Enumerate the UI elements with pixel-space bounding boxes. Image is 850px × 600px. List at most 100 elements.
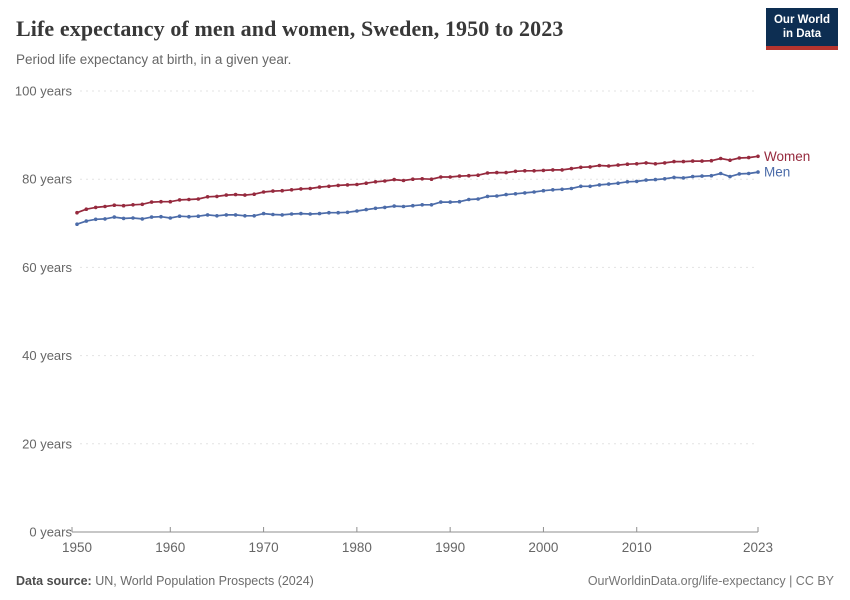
men-point-1950 [75, 222, 79, 226]
men-point-2004 [579, 184, 583, 189]
women-series-label: Women [764, 149, 810, 164]
women-point-1988 [429, 177, 434, 181]
men-point-2015 [681, 176, 686, 180]
men-series-label: Men [764, 165, 790, 180]
men-point-1981 [364, 207, 369, 212]
women-point-2023 [756, 154, 760, 159]
x-tick-label-2000: 2000 [528, 540, 558, 555]
men-point-1962 [187, 214, 191, 219]
men-point-2017 [700, 174, 704, 178]
men-point-2020 [728, 174, 732, 179]
men-point-2014 [672, 175, 676, 180]
women-point-2014 [672, 159, 676, 164]
women-point-2008 [616, 163, 620, 167]
women-point-2006 [597, 163, 602, 168]
men-point-2018 [709, 173, 714, 178]
men-point-1983 [383, 205, 387, 210]
men-point-1986 [411, 203, 415, 208]
women-point-1961 [177, 198, 182, 202]
women-point-1976 [317, 185, 322, 189]
women-point-2018 [709, 158, 714, 163]
women-point-1977 [327, 184, 331, 189]
men-point-1969 [252, 214, 256, 218]
men-point-1979 [345, 210, 350, 215]
women-point-1983 [383, 179, 387, 183]
men-point-1998 [523, 191, 527, 195]
y-tick-label-40: 40 years [22, 348, 72, 363]
men-point-1977 [327, 210, 331, 215]
men-point-1954 [112, 215, 117, 219]
women-point-1991 [457, 174, 462, 178]
men-point-2006 [597, 183, 602, 187]
women-point-1959 [159, 199, 163, 204]
owid-logo-line2: in Data [782, 28, 822, 41]
men-point-1970 [261, 211, 266, 216]
women-point-1962 [187, 197, 191, 202]
women-point-1955 [121, 203, 126, 208]
x-tick-label-1970: 1970 [249, 540, 279, 555]
women-point-1950 [75, 210, 79, 215]
men-point-1984 [392, 204, 397, 208]
women-point-1990 [448, 175, 453, 179]
women-point-1987 [420, 177, 425, 181]
attribution-link[interactable]: OurWorldinData.org/life-expectancy | CC … [587, 574, 834, 588]
women-point-1965 [215, 194, 219, 199]
x-tick-label-1990: 1990 [435, 540, 465, 555]
women-point-2016 [690, 159, 695, 163]
data-source-label: Data source: [16, 574, 92, 588]
women-point-1972 [280, 188, 285, 193]
women-point-1999 [532, 169, 536, 173]
men-point-2010 [634, 179, 639, 184]
women-point-1995 [495, 170, 499, 175]
men-point-1959 [159, 214, 163, 219]
men-point-1997 [513, 192, 518, 196]
men-point-1973 [289, 212, 294, 216]
women-point-2007 [606, 164, 611, 168]
men-point-1967 [233, 213, 238, 217]
women-point-1979 [345, 183, 350, 187]
men-point-1961 [177, 214, 182, 218]
men-point-1960 [168, 216, 173, 220]
men-point-1972 [280, 213, 285, 217]
women-point-2013 [662, 161, 667, 165]
men-point-1989 [439, 200, 443, 204]
men-point-1964 [205, 213, 210, 217]
women-point-1960 [168, 199, 173, 204]
women-point-2001 [551, 168, 555, 172]
men-point-2023 [756, 170, 760, 174]
page-title: Life expectancy of men and women, Sweden… [16, 16, 564, 41]
men-point-2019 [718, 171, 723, 176]
men-point-1995 [495, 194, 499, 198]
women-point-2004 [579, 165, 583, 170]
men-point-1987 [420, 203, 425, 207]
women-point-1989 [439, 175, 443, 179]
owid-logo-line1: Our World [773, 14, 830, 26]
women-point-2000 [541, 168, 546, 173]
men-point-1951 [84, 219, 89, 223]
x-tick-label-1980: 1980 [342, 540, 372, 555]
women-point-2010 [634, 162, 639, 166]
y-tick-label-0: 0 years [29, 525, 72, 540]
x-tick-label-2023: 2023 [743, 540, 773, 555]
women-point-1993 [476, 173, 480, 177]
owid-logo[interactable]: Our World in Data [765, 8, 838, 50]
y-tick-label-20: 20 years [22, 436, 72, 451]
women-point-2017 [700, 159, 704, 163]
men-point-1980 [355, 209, 359, 213]
women-point-1992 [467, 173, 471, 178]
women-point-1954 [112, 203, 117, 207]
women-point-2019 [718, 156, 723, 161]
women-point-1998 [523, 169, 527, 173]
women-point-1968 [243, 193, 247, 197]
women-point-1980 [355, 182, 359, 187]
men-point-1965 [215, 214, 219, 218]
men-point-1953 [103, 217, 107, 221]
men-point-1996 [504, 192, 508, 197]
x-tick-label-1950: 1950 [62, 540, 92, 555]
women-point-1994 [485, 171, 490, 175]
women-point-1982 [373, 180, 378, 184]
men-point-2007 [606, 182, 611, 186]
women-point-1966 [224, 193, 229, 197]
men-point-1963 [196, 214, 201, 218]
